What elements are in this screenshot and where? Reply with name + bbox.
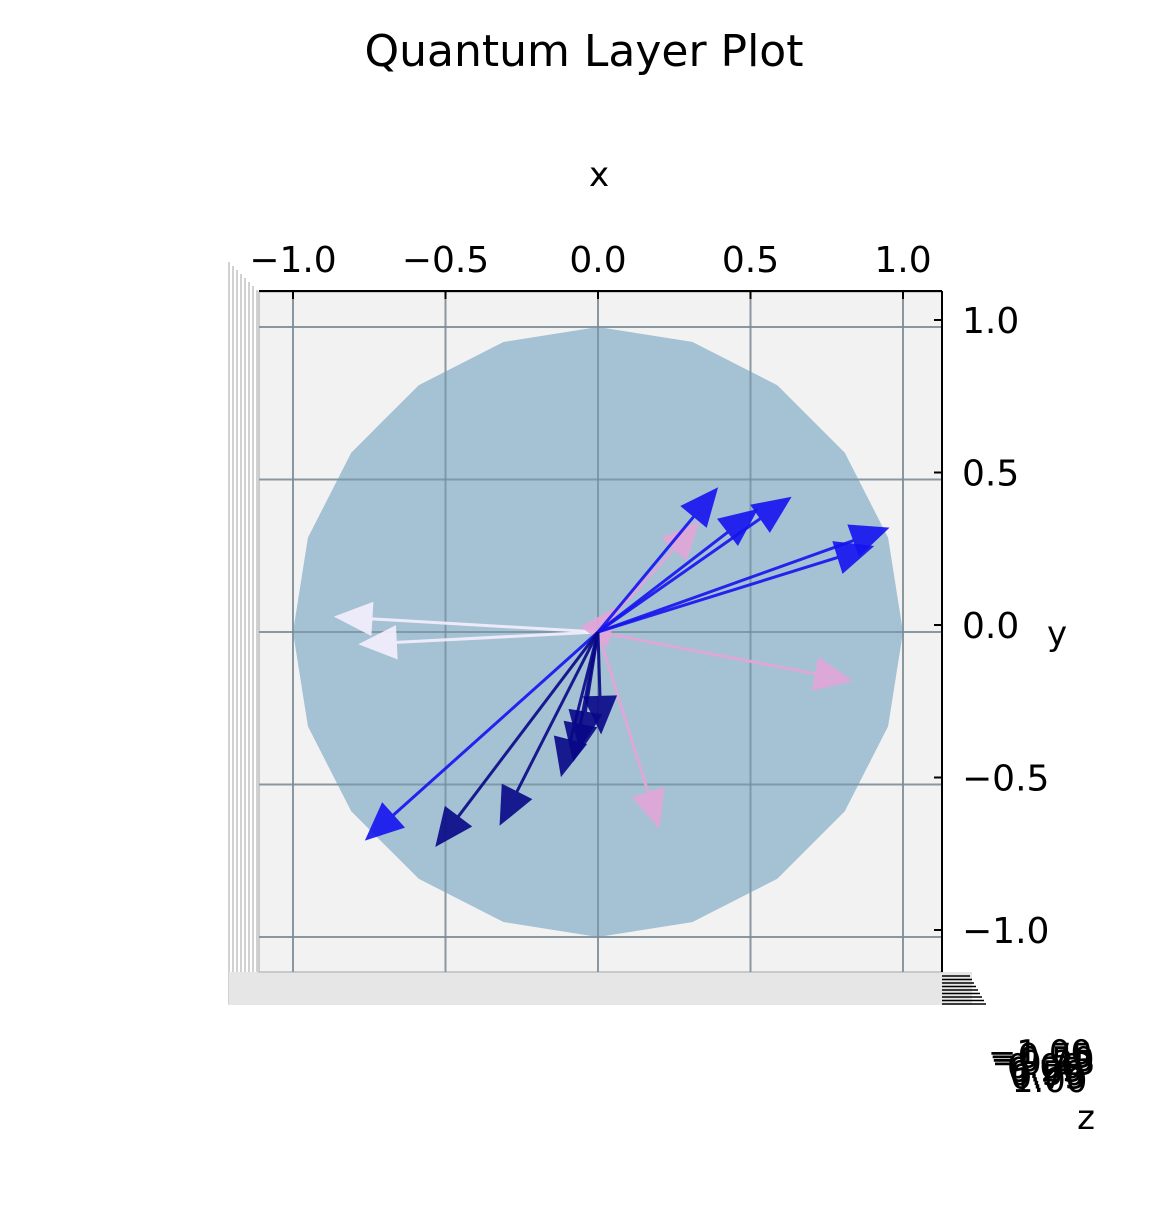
state-vector	[333, 601, 599, 637]
state-vector	[563, 631, 600, 762]
vector-head	[358, 625, 398, 660]
vector-shaft	[515, 631, 600, 793]
x-tick-label: 0.0	[569, 240, 626, 281]
x-tick-label: 1.0	[874, 240, 931, 281]
vector-head	[717, 508, 759, 547]
x-tick-label: −0.5	[402, 240, 489, 281]
vector-shaft	[596, 631, 602, 697]
vector-head	[435, 805, 473, 847]
vector-shaft	[597, 630, 817, 676]
vector-shaft	[597, 555, 839, 634]
vector-head	[811, 656, 853, 691]
z-tick-label: −1.00	[988, 1033, 1092, 1073]
y-tick-label: −0.5	[962, 759, 1049, 800]
vector-head	[832, 541, 875, 574]
z-tick-label: −0.75	[989, 1037, 1093, 1077]
vector-shaft	[596, 631, 650, 794]
y-tick-label: 0.0	[962, 606, 1019, 647]
floor-strip	[229, 972, 972, 1005]
z-tick-label: 0.25	[1008, 1051, 1084, 1091]
y-tick-label: 1.0	[962, 301, 1019, 342]
z-tick-label: −0.50	[990, 1040, 1094, 1080]
z-tick-label: −0.25	[991, 1044, 1095, 1084]
vector-shaft	[371, 617, 599, 634]
z-axis-ticks: −1.00−0.75−0.50−0.250.000.250.500.751.00	[942, 975, 1096, 1101]
vector-head	[563, 720, 598, 762]
state-vector	[597, 541, 875, 634]
z-axis-label: z	[1077, 1098, 1095, 1138]
vector-shaft	[597, 539, 855, 634]
state-vector	[597, 508, 759, 634]
state-vector	[499, 631, 600, 826]
vector-head	[680, 487, 719, 528]
y-axis-label: y	[1047, 614, 1067, 654]
vector-shaft	[395, 630, 599, 644]
z-tick-label: 1.00	[1012, 1061, 1088, 1101]
state-vector	[596, 631, 665, 829]
x-axis-label: x	[589, 155, 609, 195]
vector-head	[333, 601, 374, 637]
state-vector	[435, 631, 600, 847]
x-tick-label: −1.0	[249, 240, 336, 281]
x-axis-ticks: −1.0 −0.5 0.0 0.5 1.0	[249, 240, 932, 299]
vector-shaft	[392, 630, 600, 817]
vector-head	[661, 520, 700, 561]
z-tick-label: 0.75	[1011, 1058, 1087, 1098]
vector-head	[750, 496, 792, 533]
y-tick-label: 0.5	[962, 454, 1019, 495]
vector-shaft	[597, 530, 729, 634]
vector-head	[499, 783, 533, 826]
state-vectors	[333, 487, 890, 847]
x-tick-label: 0.5	[722, 240, 779, 281]
vector-shaft	[578, 631, 600, 726]
vector-head	[631, 787, 665, 829]
state-vector	[364, 630, 600, 841]
vector-head	[364, 802, 406, 841]
chart-title: Quantum Layer Plot	[365, 26, 804, 77]
z-floor-pane	[228, 262, 972, 1005]
state-vector	[358, 625, 599, 660]
z-tick-label: 0.50	[1009, 1054, 1085, 1094]
vector-shaft	[596, 515, 696, 633]
z-tick-label: 0.00	[1007, 1047, 1083, 1087]
state-vector	[597, 630, 853, 691]
y-axis-ticks: 1.0 0.5 0.0 −0.5 −1.0	[934, 301, 1049, 952]
y-tick-label: −1.0	[962, 911, 1049, 952]
state-vector	[596, 487, 719, 633]
vector-shaft	[456, 631, 600, 818]
